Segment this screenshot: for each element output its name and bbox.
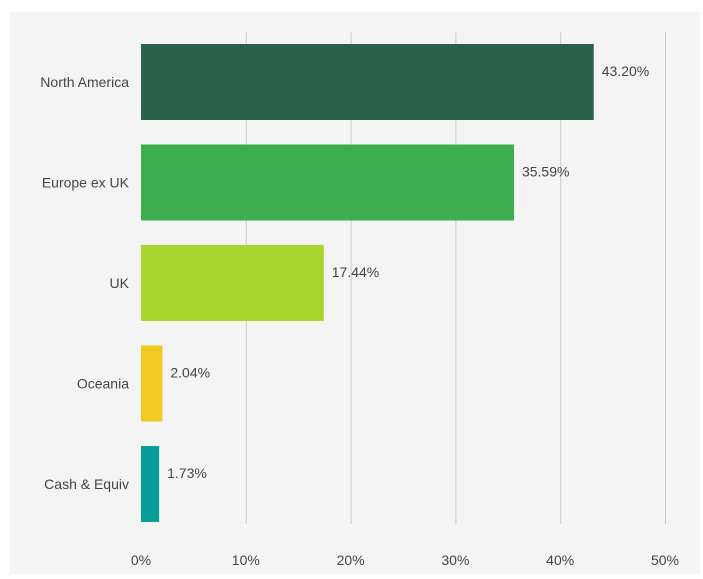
data-label: 35.59% bbox=[522, 164, 569, 180]
data-label: 1.73% bbox=[167, 465, 207, 481]
data-label: 2.04% bbox=[170, 365, 210, 381]
bar bbox=[141, 144, 514, 221]
bar bbox=[141, 44, 594, 120]
value-labels: 43.20% 35.59% 17.44% 2.04% 1.73% bbox=[167, 63, 649, 481]
category-label: Oceania bbox=[77, 376, 129, 392]
category-labels: North America Europe ex UK UK Oceania Cash &… bbox=[40, 74, 129, 492]
chart-panel: North America Europe ex UK UK Oceania Cash &… bbox=[10, 12, 700, 574]
x-tick-label: 0% bbox=[131, 552, 151, 568]
data-label: 17.44% bbox=[332, 264, 379, 280]
bar bbox=[141, 245, 324, 321]
category-label: Cash & Equiv bbox=[44, 476, 129, 492]
category-label: Europe ex UK bbox=[42, 175, 130, 191]
x-axis-ticks: 0% 10% 20% 30% 40% 50% bbox=[131, 552, 679, 568]
x-tick-label: 40% bbox=[546, 552, 574, 568]
category-label: UK bbox=[110, 275, 130, 291]
bars bbox=[141, 44, 594, 522]
bar-chart: North America Europe ex UK UK Oceania Cash &… bbox=[40, 32, 679, 568]
x-tick-label: 20% bbox=[337, 552, 365, 568]
x-tick-label: 10% bbox=[232, 552, 260, 568]
bar bbox=[141, 446, 160, 522]
category-label: North America bbox=[40, 74, 129, 90]
bar bbox=[141, 345, 163, 422]
x-tick-label: 50% bbox=[651, 552, 679, 568]
x-tick-label: 30% bbox=[441, 552, 469, 568]
data-label: 43.20% bbox=[602, 63, 649, 79]
